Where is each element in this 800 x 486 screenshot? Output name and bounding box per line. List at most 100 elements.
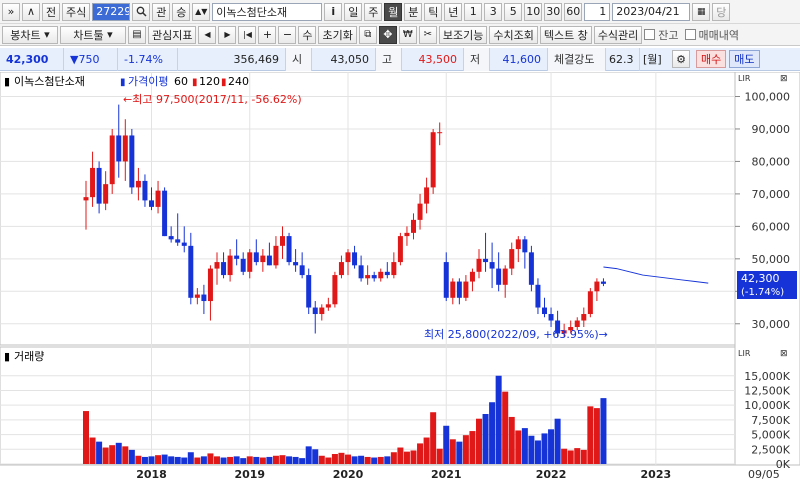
date-field[interactable]: 2023/04/21 (612, 2, 691, 21)
interval-1[interactable]: 1 (464, 2, 483, 21)
period-week[interactable]: 주 (364, 2, 383, 21)
interval-60[interactable]: 60 (564, 2, 583, 21)
candles (83, 104, 606, 338)
interval-5[interactable]: 5 (504, 2, 523, 21)
scroll-left-icon[interactable]: ◀ (198, 25, 217, 44)
crosshair-icon[interactable]: ✥ (378, 25, 397, 44)
candle-body (404, 232, 410, 237)
volume-bar (253, 456, 260, 464)
candle-body (194, 294, 200, 298)
trade-history-checkbox[interactable]: 매매내역 (684, 27, 739, 43)
volume-bar (181, 457, 188, 464)
interval-30[interactable]: 30 (544, 2, 563, 21)
legend-ma240-marker: ▮ (221, 77, 227, 88)
current-price-tag-value: 42,300 (741, 272, 780, 285)
sell-button[interactable]: 매도 (729, 50, 760, 68)
current-button[interactable]: 당 (712, 2, 731, 21)
value-button[interactable]: 수 (298, 25, 317, 44)
scissors-icon[interactable]: ✂ (418, 25, 437, 44)
candlestick-chart[interactable]: 100,00090,00080,00070,00060,00050,00040,… (0, 71, 800, 483)
volume-bar (364, 456, 371, 464)
candle-body (476, 258, 482, 272)
volume-bar (449, 439, 456, 464)
y-axis-frame (734, 71, 800, 466)
info-button[interactable]: i (324, 2, 343, 21)
candle-body (332, 275, 338, 305)
candle-body (293, 262, 299, 266)
collapse-button[interactable]: ∧ (22, 2, 40, 21)
volume-axis-lir[interactable]: LIR (738, 349, 751, 358)
checkbox-box (644, 29, 656, 40)
zoom-in-icon[interactable]: + (258, 25, 277, 44)
volume-bar (83, 411, 89, 464)
pin-icon[interactable]: ₩ (398, 25, 417, 44)
search-icon[interactable] (132, 2, 151, 21)
volume-bar (259, 457, 266, 464)
price-info-bar: 42,300 ▼750 -1.74% 356,469 시 43,050 고 43… (0, 47, 800, 71)
calendar-icon[interactable]: ▦ (692, 2, 711, 21)
candle-body (103, 184, 109, 204)
unit-label: [월] (643, 53, 662, 66)
volume-bar (122, 446, 129, 464)
candle-body (266, 255, 272, 266)
market-select[interactable]: 주식 (62, 2, 91, 21)
period-day[interactable]: 일 (344, 2, 363, 21)
stock-code-input[interactable]: 272290 (92, 2, 131, 21)
candle-chart-button[interactable]: 봉차트 ▾ (2, 25, 58, 44)
volume-value: 356,469 (178, 47, 286, 71)
candle-body (188, 245, 194, 298)
reset-button[interactable]: 초기화 (318, 25, 357, 44)
assist-function-button[interactable]: 보조기능 (438, 25, 488, 44)
volume-bar (469, 431, 476, 464)
period-year[interactable]: 년 (444, 2, 463, 21)
candle-body (207, 268, 213, 302)
zoom-out-icon[interactable]: − (278, 25, 297, 44)
volume-bar (233, 456, 240, 464)
legend-stock-label: 이녹스첨단소재 (14, 75, 85, 88)
prev-button[interactable]: 전 (42, 2, 60, 21)
interest-indicator-button[interactable]: 관심지표 (148, 25, 197, 44)
volume-bar (135, 455, 142, 464)
buy-button[interactable]: 매수 (696, 50, 727, 68)
candle-body (181, 242, 187, 246)
updown-button[interactable]: 승 (172, 2, 191, 21)
period-tick[interactable]: 틱 (424, 2, 443, 21)
formula-manage-button[interactable]: 수식관리 (593, 25, 643, 44)
price-axis-lir[interactable]: LIR (738, 74, 751, 83)
save-icon[interactable]: ▤ (128, 25, 146, 44)
period-month[interactable]: 월 (384, 2, 403, 21)
volume-bar (436, 448, 443, 464)
copy-icon[interactable]: ⧉ (358, 25, 377, 44)
candle-body (319, 307, 325, 315)
volume-tick-label: 0K (776, 458, 791, 471)
candle-body (574, 320, 580, 328)
volume-bar (109, 445, 116, 464)
balance-checkbox[interactable]: 잔고 (644, 27, 679, 43)
value-lookup-button[interactable]: 수치조회 (489, 25, 538, 44)
scroll-start-icon[interactable]: |◀ (238, 25, 257, 44)
volume-axis-collapse-icon[interactable]: ⊠ (780, 349, 788, 359)
price-tick-label: 60,000 (752, 220, 791, 233)
spin-icon[interactable]: ▲▼ (192, 2, 211, 21)
candle-body (168, 236, 174, 240)
chart-tool-button[interactable]: 차트툴 ▾ (60, 25, 126, 44)
count-stepper[interactable]: 1 (584, 2, 611, 21)
stock-name-field[interactable]: 이녹스첨단소재 (212, 2, 323, 21)
checkbox-box (684, 29, 696, 40)
volume-bar (207, 453, 214, 464)
chart-area[interactable]: 100,00090,00080,00070,00060,00050,00040,… (0, 71, 800, 483)
text-window-button[interactable]: 텍스트 창 (539, 25, 592, 44)
volume-tick-label: 7,500K (751, 414, 790, 427)
interval-10[interactable]: 10 (524, 2, 543, 21)
scroll-right-icon[interactable]: ▶ (218, 25, 237, 44)
candle-body (214, 262, 220, 269)
candle-body (227, 255, 233, 276)
volume-bar (155, 455, 162, 464)
candle-body (201, 294, 207, 302)
gear-icon[interactable]: ⚙ (672, 50, 690, 68)
price-axis-collapse-icon[interactable]: ⊠ (780, 74, 788, 84)
interest-button[interactable]: 관 (152, 2, 171, 21)
interval-3[interactable]: 3 (484, 2, 503, 21)
period-minute[interactable]: 분 (404, 2, 423, 21)
expand-button[interactable]: » (2, 2, 20, 21)
